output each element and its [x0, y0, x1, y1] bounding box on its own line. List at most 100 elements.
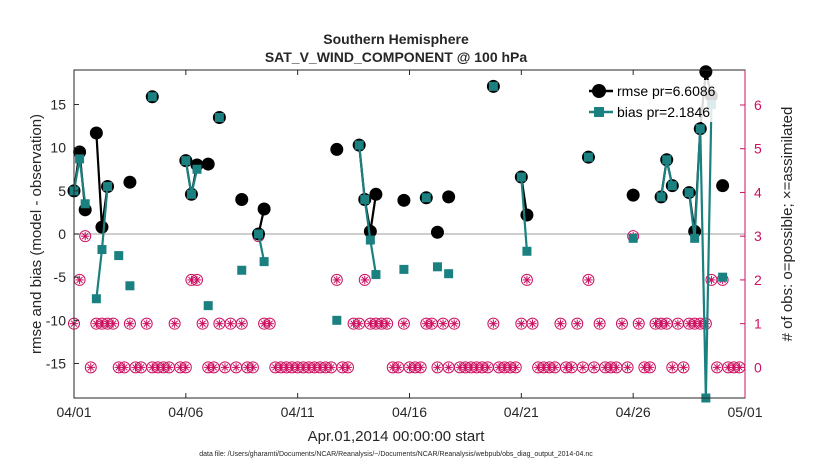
obs-possible-circle — [677, 361, 690, 374]
obs-marker — [425, 317, 438, 330]
y-tick-label: -10 — [46, 312, 66, 328]
bias-point — [667, 181, 677, 191]
obs-star-stroke — [344, 364, 352, 371]
obs-marker — [358, 273, 371, 286]
chart-title: Southern Hemisphere — [323, 31, 469, 47]
bias-point — [371, 270, 381, 280]
obs-star-stroke — [238, 320, 246, 327]
legend-rmse-marker — [592, 84, 606, 98]
obs-star-stroke — [490, 320, 497, 327]
obs-marker — [392, 361, 405, 374]
bias-point — [80, 199, 90, 209]
obs-marker — [414, 361, 427, 374]
obs-star-stroke — [523, 276, 531, 284]
bias-point — [488, 81, 498, 91]
obs-marker — [397, 317, 410, 330]
y-tick-label: -15 — [46, 355, 66, 371]
obs-marker — [610, 361, 623, 374]
obs-star-stroke — [484, 364, 492, 371]
obs-marker — [548, 361, 561, 374]
obs-marker — [448, 317, 461, 330]
obs-marker — [487, 317, 500, 330]
obs-star-stroke — [439, 320, 447, 327]
obs-star-stroke — [568, 364, 575, 371]
rmse-point — [363, 224, 377, 238]
obs-marker — [230, 361, 243, 374]
obs-marker — [263, 317, 276, 330]
bias-point — [690, 233, 700, 243]
x-tick-label: 04/06 — [168, 404, 203, 420]
rmse-point — [626, 188, 640, 202]
y-axis-ticks: -15 -10 -5 0 5 10 15 — [46, 97, 79, 371]
obs-marker — [431, 361, 444, 374]
rmse-point — [95, 220, 109, 234]
obs-marker — [520, 273, 533, 286]
obs-star-stroke — [428, 320, 436, 327]
obs-star-stroke — [109, 320, 117, 327]
obs-marker — [711, 361, 724, 374]
obs-possible-circle — [263, 317, 276, 330]
bias-point — [662, 155, 672, 165]
bias-point — [656, 192, 666, 202]
bias-point — [360, 194, 370, 204]
obs-marker — [588, 361, 601, 374]
obs-marker — [515, 317, 528, 330]
obs-marker — [632, 317, 645, 330]
x-tick-label: 04/16 — [392, 404, 427, 420]
obs-star-stroke — [143, 320, 150, 327]
x-tick-label: 04/26 — [616, 404, 651, 420]
rmse-point — [716, 179, 730, 193]
x-axis-ticks: 04/01 04/06 04/11 04/16 04/21 04/26 05/01 — [56, 70, 763, 420]
obs-possible-circle — [123, 317, 136, 330]
y2-axis-label: # of obs: o=possible; ×=assimilated — [779, 107, 796, 342]
obs-possible-circle — [397, 317, 410, 330]
obs-possible-circle — [140, 317, 153, 330]
bias-point — [103, 182, 113, 192]
bias-line — [95, 186, 109, 299]
obs-star-stroke — [87, 364, 95, 371]
obs-possible-circle — [582, 273, 595, 286]
obs-star-stroke — [646, 364, 654, 371]
obs-star-stroke — [713, 364, 721, 371]
bias-point — [522, 246, 532, 256]
bias-point — [354, 140, 364, 150]
bias-point — [628, 233, 638, 243]
obs-star-stroke — [395, 364, 402, 371]
obs-marker — [123, 317, 136, 330]
bias-point — [332, 315, 342, 325]
bias-point — [192, 164, 202, 174]
legend-rmse-label: rmse pr=6.6086 — [617, 83, 716, 99]
obs-possible-circle — [381, 317, 394, 330]
obs-star-stroke — [216, 320, 223, 327]
obs-marker — [381, 317, 394, 330]
obs-marker — [481, 361, 494, 374]
rmse-point — [257, 202, 271, 216]
obs-marker — [218, 361, 231, 374]
y2-tick-label: 4 — [754, 184, 762, 200]
bias-point — [583, 152, 593, 162]
obs-star-stroke — [210, 364, 218, 371]
bias-point — [237, 265, 247, 275]
obs-star-stroke — [400, 320, 408, 327]
obs-star-stroke — [121, 364, 128, 371]
bias-point — [259, 257, 269, 267]
y-tick-label: 10 — [50, 140, 66, 156]
bias-point — [125, 281, 135, 291]
bias-point — [399, 264, 409, 274]
obs-marker — [118, 361, 131, 374]
obs-marker — [325, 361, 338, 374]
bias-point — [365, 235, 375, 245]
obs-star-stroke — [249, 364, 257, 371]
x-axis-label: Apr.01,2014 00:00:00 start — [308, 428, 486, 445]
rmse-point — [123, 175, 137, 189]
obs-possible-circle — [554, 317, 567, 330]
obs-marker — [179, 361, 192, 374]
obs-marker — [671, 317, 684, 330]
obs-star-stroke — [361, 276, 369, 284]
bias-point — [75, 154, 85, 164]
obs-possible-circle — [79, 230, 92, 243]
obs-star-stroke — [355, 320, 363, 327]
y2-tick-label: 1 — [754, 316, 762, 332]
obs-marker — [235, 317, 248, 330]
